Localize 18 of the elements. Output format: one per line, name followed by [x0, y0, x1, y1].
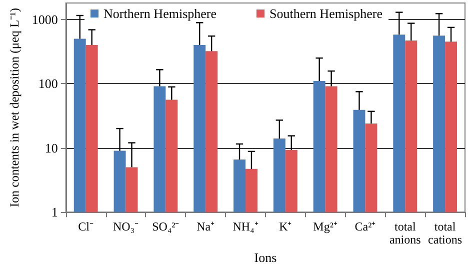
x-tick-label: NO₃⁻ — [113, 220, 139, 234]
legend-label: Northern Hemisphere — [104, 6, 217, 21]
x-axis-title: Ions — [254, 250, 277, 265]
y-tick-label: 100 — [38, 76, 58, 92]
x-tick-label: SO₄²⁻ — [152, 220, 180, 234]
x-tick-label: Mg²⁺ — [313, 220, 338, 234]
x-tick-label: Ca²⁺ — [354, 220, 376, 234]
y-axis-title: Ion contents in wet deposition (μeq L⁻¹) — [8, 8, 22, 208]
x-tick-label: Na⁺ — [196, 220, 215, 234]
x-tick-label: NH₄⁺ — [232, 220, 258, 234]
y-tick-label: 10 — [44, 140, 58, 156]
y-tick-label: 1000 — [32, 12, 58, 27]
legend-label: Southern Hemisphere — [269, 6, 383, 21]
x-tick-label: Cl⁻ — [78, 220, 94, 234]
x-tick-label: K⁺ — [279, 220, 292, 234]
x-tick-label: total cations — [428, 220, 462, 247]
y-tick-label: 1 — [51, 204, 58, 220]
x-tick-label: total anions — [389, 220, 422, 247]
